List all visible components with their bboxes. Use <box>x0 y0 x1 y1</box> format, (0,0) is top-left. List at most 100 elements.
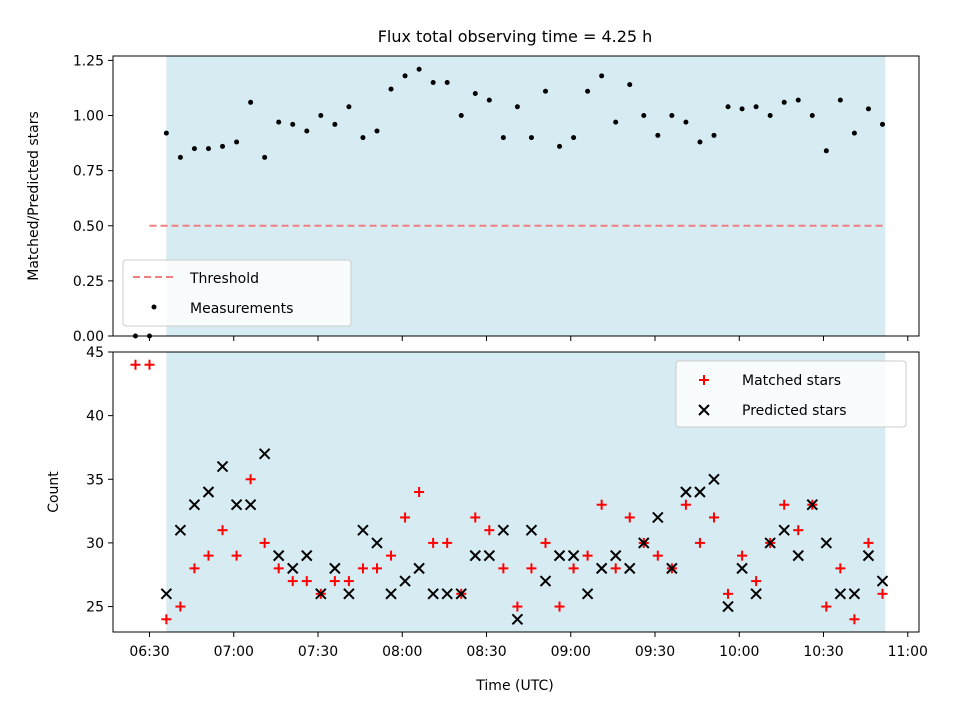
matched-point <box>512 601 523 612</box>
x-tick-label: 09:30 <box>635 644 675 660</box>
measurement-point <box>697 139 703 145</box>
predicted-point <box>581 588 594 600</box>
bottom-legend: Matched stars Predicted stars <box>675 360 907 428</box>
matched-point <box>189 563 200 574</box>
bottom-legend-box <box>675 360 907 428</box>
measurement-point <box>542 88 548 94</box>
measurement-point <box>837 97 843 103</box>
cross-stroke <box>357 524 369 536</box>
matched-point <box>130 359 141 370</box>
matched-point <box>442 537 453 548</box>
top-legend-box <box>122 259 352 327</box>
measurement-point <box>823 148 829 154</box>
matched-point <box>400 512 411 523</box>
matched-point <box>835 563 846 574</box>
matched-point <box>708 512 719 523</box>
matched-point <box>498 563 509 574</box>
measurement-point <box>585 88 591 94</box>
measurement-point <box>795 97 801 103</box>
y-tick-label: 35 <box>86 472 104 488</box>
cross-stroke <box>497 524 510 536</box>
y-tick-label: 45 <box>86 345 104 361</box>
legend-plus <box>699 375 709 385</box>
x-tick-label: 10:00 <box>719 644 759 660</box>
predicted-point <box>160 588 173 600</box>
predicted-point <box>511 613 524 625</box>
y-tick-label: 0.25 <box>73 274 104 290</box>
matched-point <box>568 563 579 574</box>
predicted-point <box>413 562 425 575</box>
predicted-point <box>483 549 496 562</box>
bottom-x-ticks: 06:30 07:00 07:30 08:00 08:30 09:00 09:30 10:00… <box>129 632 928 660</box>
matched-point <box>680 499 691 510</box>
measurement-point <box>318 113 324 119</box>
predicted-point <box>230 499 243 511</box>
cross-stroke <box>848 588 861 600</box>
cross-stroke <box>230 499 243 511</box>
predicted-point <box>792 549 804 562</box>
y-tick-label: 1.00 <box>73 109 104 125</box>
matched-point <box>484 525 495 536</box>
predicted-point <box>553 549 566 562</box>
predicted-point <box>525 524 538 536</box>
matched-point <box>652 550 663 561</box>
cross-stroke <box>315 588 327 600</box>
cross-stroke <box>413 562 425 575</box>
cross-stroke <box>553 549 566 562</box>
matched-point <box>287 576 298 587</box>
measurement-point <box>220 143 226 149</box>
cross-stroke <box>820 537 833 549</box>
matched-point <box>343 576 354 587</box>
predicted-point <box>567 549 580 562</box>
cross-stroke <box>483 549 496 562</box>
measurement-point <box>851 130 857 136</box>
matched-point <box>751 576 762 587</box>
predicted-point <box>301 549 313 562</box>
cross-stroke <box>188 499 201 511</box>
measurement-point <box>767 113 773 119</box>
predicted-point <box>371 537 383 549</box>
matched-point <box>470 512 481 523</box>
matched-point <box>144 359 155 370</box>
top-legend: Threshold Measurements <box>122 259 352 327</box>
x-tick-label: 11:00 <box>888 644 928 660</box>
measurement-point <box>514 104 520 110</box>
matched-point <box>175 601 186 612</box>
matched-point <box>259 537 270 548</box>
measurement-legend-marker <box>151 304 157 310</box>
matched-point <box>245 474 256 485</box>
matched-point <box>610 563 621 574</box>
legend-threshold-label: Threshold <box>189 271 259 287</box>
predicted-point <box>848 588 861 600</box>
cross-stroke <box>778 524 790 536</box>
cross-stroke <box>638 537 650 549</box>
cross-stroke <box>469 549 481 562</box>
top-y-axis-label: Matched/Predicted stars <box>26 111 42 281</box>
predicted-point <box>750 588 762 600</box>
predicted-point <box>595 562 608 575</box>
measurement-point <box>486 97 492 103</box>
predicted-point <box>708 473 720 485</box>
predicted-point <box>216 460 229 473</box>
cross-stroke <box>511 613 524 625</box>
cross-stroke <box>455 588 467 600</box>
measurement-point <box>753 104 759 110</box>
legend-predicted-label: Predicted stars <box>742 403 847 419</box>
predicted-point <box>862 549 875 562</box>
top-x-ticks <box>149 336 909 341</box>
cross-stroke <box>652 511 664 524</box>
measurement-point <box>781 99 787 105</box>
predicted-point <box>834 588 847 600</box>
predicted-point <box>385 588 397 600</box>
cross-stroke <box>876 575 889 587</box>
cross-stroke <box>792 549 804 562</box>
matched-point <box>849 614 860 625</box>
predicted-point <box>497 524 510 536</box>
x-tick-label: 08:30 <box>466 644 506 660</box>
measurement-point <box>304 128 310 134</box>
predicted-point <box>820 537 833 549</box>
cross-stroke <box>581 588 594 600</box>
matched-point <box>428 537 439 548</box>
cross-stroke <box>722 600 734 613</box>
measurement-point <box>248 99 254 105</box>
